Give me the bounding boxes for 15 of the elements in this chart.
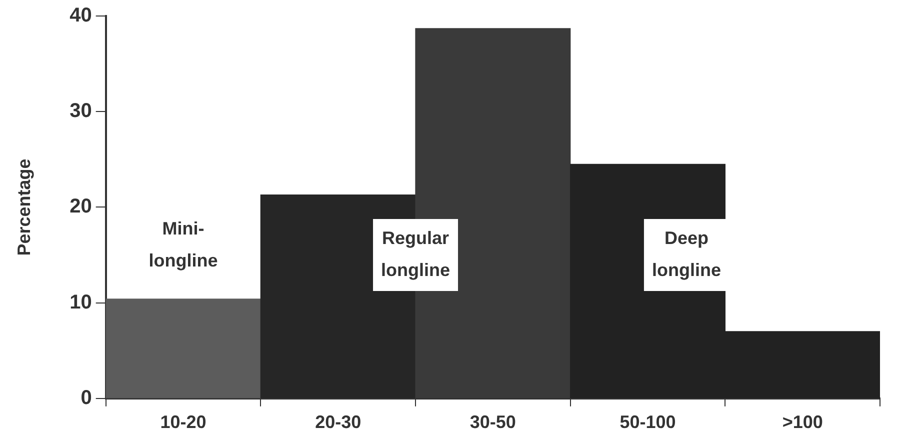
x-tick-label: 10-20 <box>160 412 206 432</box>
bar <box>106 298 262 398</box>
annotation: Regular longline <box>381 228 450 280</box>
y-tick-label: 20 <box>70 196 92 218</box>
y-tick-label: 10 <box>70 291 92 314</box>
x-tick-label: >100 <box>782 412 823 432</box>
x-tick-label: 20-30 <box>315 412 362 432</box>
y-tick-label: 0 <box>80 386 92 409</box>
y-axis-title: Percentage <box>14 158 34 256</box>
y-tick-label: 40 <box>70 4 92 27</box>
annotation: Mini-longline <box>148 218 218 270</box>
annotation: Deep longline <box>652 228 721 280</box>
y-tick-label: 30 <box>70 100 92 122</box>
x-tick-label: 30-50 <box>470 412 516 432</box>
x-tick-label: 50-100 <box>620 412 676 432</box>
